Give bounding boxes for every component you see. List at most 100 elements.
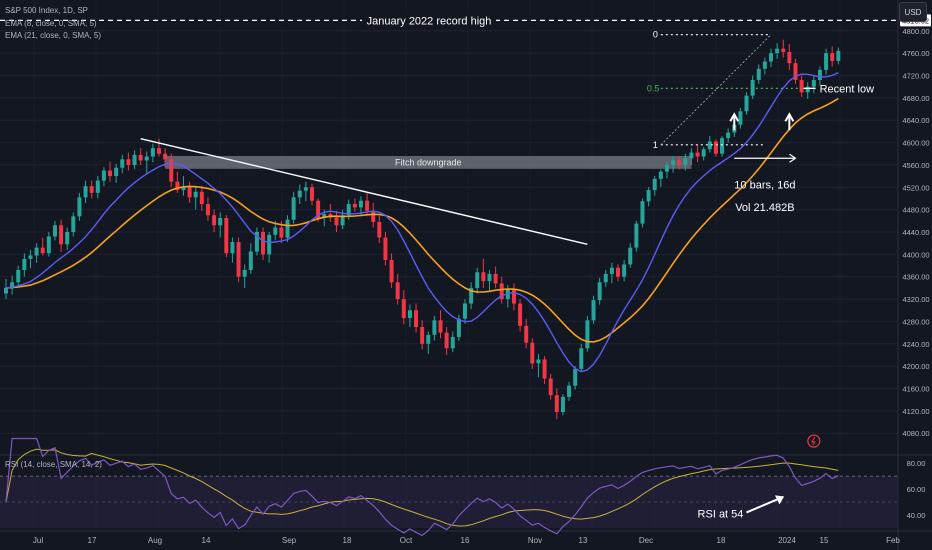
candle-body: [181, 187, 186, 191]
candle-body: [548, 378, 553, 396]
candle-body: [444, 332, 449, 349]
price-tick-label: 4480.00: [902, 206, 929, 215]
candle-body: [157, 148, 161, 154]
candle-body: [218, 218, 223, 226]
candle-body: [297, 190, 302, 198]
price-tick-label: 4680.00: [902, 94, 929, 103]
candle-body: [511, 289, 516, 304]
candle-body: [536, 359, 541, 364]
price-tick-label: 4600.00: [902, 139, 929, 148]
ema-lines: [5, 71, 839, 373]
price-axis[interactable]: 4080.00 4120.00 4160.00 4200.00 4240.00 4280.…: [900, 14, 931, 438]
candle-body: [236, 242, 241, 277]
candle-body: [138, 154, 143, 161]
fib-diagonal: [660, 34, 772, 146]
record-high-label: January 2022 record high: [367, 15, 492, 27]
time-tick-label: Oct: [400, 536, 413, 545]
candle-body: [401, 299, 406, 319]
currency-button[interactable]: USD: [899, 2, 927, 22]
candle-body: [726, 132, 731, 139]
candle-body: [824, 53, 829, 70]
candle-body: [591, 300, 596, 321]
candle-body: [646, 190, 651, 202]
candle-body: [518, 303, 523, 326]
fitch-label: Fitch downgrade: [395, 157, 462, 167]
candle-body: [383, 237, 388, 260]
candle-body: [346, 204, 351, 216]
candle-body: [267, 234, 272, 255]
candle-body: [664, 164, 669, 172]
time-tick-label: Jul: [33, 536, 43, 545]
candle-body: [438, 320, 443, 333]
price-tick-label: 4440.00: [902, 228, 929, 237]
candle-body: [530, 342, 535, 364]
rsi-arrow-icon: [775, 495, 785, 505]
time-tick-label: 14: [202, 536, 211, 545]
rsi-note-label: RSI at 54: [698, 509, 744, 521]
candle-body: [77, 197, 82, 217]
candle-body: [450, 337, 455, 349]
candle-body: [481, 272, 486, 282]
price-tick-label: 4640.00: [902, 116, 929, 125]
rsi-legend[interactable]: RSI (14, close, SMA, 14, 2): [5, 460, 102, 469]
rsi-panel-background: [0, 475, 898, 528]
candle-body: [163, 153, 168, 160]
time-tick-label: Aug: [148, 536, 162, 545]
candle-body: [524, 325, 529, 343]
candle-body: [799, 79, 804, 93]
candle-body: [560, 396, 565, 412]
ema-slow-legend[interactable]: EMA (21, close, 0, SMA, 5): [5, 31, 102, 40]
candle-body: [463, 303, 467, 319]
candle-body: [830, 53, 835, 61]
candle-body: [432, 320, 437, 335]
candle-body: [34, 247, 39, 256]
bars-info-label: 10 bars, 16d: [734, 179, 795, 191]
time-axis[interactable]: Jul 17 Aug 14 Sep 18 Oct 16 Nov 13 Dec 18 2024 15 Feb: [33, 536, 901, 545]
candle-body: [793, 63, 798, 80]
time-tick-label: Dec: [639, 536, 653, 545]
range-arrow-icon: [789, 153, 797, 163]
up-arrow-icon: [784, 112, 795, 122]
fitch-band: [165, 155, 692, 169]
time-tick-label: Nov: [528, 536, 542, 545]
candle-body: [744, 95, 749, 112]
candle-body: [132, 154, 137, 165]
candle-body: [108, 170, 113, 177]
candle-body: [407, 310, 412, 319]
candle-body: [52, 225, 57, 237]
candle-body: [205, 204, 210, 216]
candle-body: [303, 187, 308, 191]
candle-body: [316, 200, 321, 219]
candle-body: [585, 320, 590, 349]
candle-body: [456, 318, 461, 338]
time-tick-label: 13: [579, 536, 588, 545]
candle-body: [22, 258, 27, 271]
ema-fast-legend[interactable]: EMA (8, close, 0, SMA, 5): [5, 19, 97, 28]
candle-body: [414, 310, 419, 328]
candle-body: [609, 267, 614, 274]
price-tick-label: 4800.00: [902, 27, 929, 36]
ema-8-line: [5, 71, 839, 373]
candle-body: [334, 217, 339, 226]
candle-body: [230, 242, 235, 254]
candle-body: [603, 273, 608, 283]
candle-body: [787, 52, 792, 64]
candle-body: [817, 69, 822, 80]
symbol-legend[interactable]: S&P 500 Index, 1D, SP: [5, 6, 89, 15]
candle-body: [212, 215, 217, 226]
candle-body: [573, 368, 578, 386]
rsi-line: [5, 437, 839, 537]
candle-body: [144, 156, 149, 161]
candle-body: [16, 270, 21, 283]
rsi-ma-line: [5, 448, 839, 527]
candle-body: [701, 149, 706, 157]
candle-body: [371, 210, 376, 222]
ema-21-line: [5, 97, 839, 343]
candle-body: [340, 215, 345, 226]
rsi-axis[interactable]: 40.00 60.00 80.00: [907, 459, 926, 520]
candle-body: [554, 395, 559, 412]
candle-body: [805, 86, 810, 93]
candle-body: [254, 232, 259, 252]
